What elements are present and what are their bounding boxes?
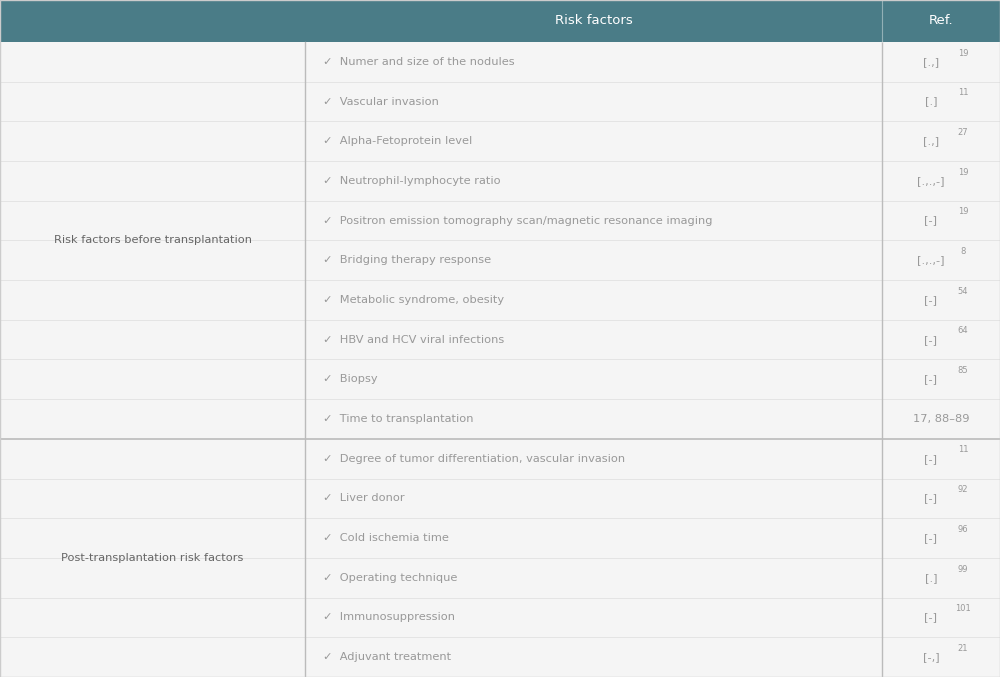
Text: [-]: [-] — [924, 454, 937, 464]
Bar — [305, 82, 882, 121]
Text: Risk factors before transplantation: Risk factors before transplantation — [54, 236, 252, 246]
Bar — [305, 558, 882, 598]
Bar — [0, 0, 1000, 42]
Bar — [882, 200, 1000, 240]
Bar — [305, 240, 882, 280]
Bar — [305, 519, 882, 558]
Text: 19: 19 — [958, 207, 968, 217]
Text: [-]: [-] — [924, 533, 937, 543]
Text: 101: 101 — [955, 605, 971, 613]
Bar — [882, 598, 1000, 637]
Text: ✓  Time to transplantation: ✓ Time to transplantation — [323, 414, 474, 424]
Text: ✓  Numer and size of the nodules: ✓ Numer and size of the nodules — [323, 57, 515, 67]
Text: 96: 96 — [958, 525, 968, 534]
Text: ✓  HBV and HCV viral infections: ✓ HBV and HCV viral infections — [323, 334, 504, 345]
Text: [-]: [-] — [924, 374, 937, 385]
Text: [-]: [-] — [924, 295, 937, 305]
Text: [-]: [-] — [924, 334, 937, 345]
Bar — [882, 161, 1000, 201]
Bar — [882, 399, 1000, 439]
Text: 11: 11 — [958, 445, 968, 454]
Bar — [882, 280, 1000, 320]
Text: ✓  Immunosuppression: ✓ Immunosuppression — [323, 613, 455, 622]
Bar — [882, 240, 1000, 280]
Text: ✓  Positron emission tomography scan/magnetic resonance imaging: ✓ Positron emission tomography scan/magn… — [323, 215, 712, 225]
Text: 8: 8 — [960, 247, 966, 256]
Bar — [882, 121, 1000, 161]
Text: [.,.,-]: [.,.,-] — [917, 176, 945, 186]
Text: 21: 21 — [958, 644, 968, 653]
Bar — [305, 121, 882, 161]
Bar — [305, 637, 882, 677]
Bar — [305, 399, 882, 439]
Bar — [305, 439, 882, 479]
Bar — [882, 519, 1000, 558]
Bar — [305, 42, 882, 82]
Bar — [305, 320, 882, 359]
Bar — [882, 320, 1000, 359]
Text: 54: 54 — [958, 287, 968, 296]
Text: 27: 27 — [958, 128, 968, 137]
Text: 85: 85 — [958, 366, 968, 375]
Text: [.]: [.] — [925, 97, 937, 106]
Text: [-]: [-] — [924, 613, 937, 622]
Text: [.]: [.] — [925, 573, 937, 583]
Text: 19: 19 — [958, 49, 968, 58]
Bar — [305, 359, 882, 399]
Bar — [882, 558, 1000, 598]
Text: ✓  Operating technique: ✓ Operating technique — [323, 573, 457, 583]
Text: ✓  Alpha-Fetoprotein level: ✓ Alpha-Fetoprotein level — [323, 136, 472, 146]
Bar — [0, 42, 305, 677]
Bar — [882, 359, 1000, 399]
Text: Ref.: Ref. — [929, 14, 953, 28]
Text: ✓  Cold ischemia time: ✓ Cold ischemia time — [323, 533, 449, 543]
Text: ✓  Metabolic syndrome, obesity: ✓ Metabolic syndrome, obesity — [323, 295, 504, 305]
Bar — [882, 439, 1000, 479]
Text: ✓  Neutrophil-lymphocyte ratio: ✓ Neutrophil-lymphocyte ratio — [323, 176, 501, 186]
Text: ✓  Vascular invasion: ✓ Vascular invasion — [323, 97, 439, 106]
Text: 64: 64 — [958, 326, 968, 335]
Text: 99: 99 — [958, 565, 968, 573]
Bar — [305, 280, 882, 320]
Text: 11: 11 — [958, 88, 968, 97]
Bar — [305, 479, 882, 519]
Text: ✓  Degree of tumor differentiation, vascular invasion: ✓ Degree of tumor differentiation, vascu… — [323, 454, 625, 464]
Text: [.,.,-]: [.,.,-] — [917, 255, 945, 265]
Text: 17, 88–89: 17, 88–89 — [913, 414, 969, 424]
Text: 92: 92 — [958, 485, 968, 494]
Text: [.,]: [.,] — [923, 136, 939, 146]
Text: ✓  Liver donor: ✓ Liver donor — [323, 494, 405, 504]
Text: [.,]: [.,] — [923, 57, 939, 67]
Bar — [305, 161, 882, 201]
Bar — [882, 479, 1000, 519]
Bar — [882, 42, 1000, 82]
Text: ✓  Bridging therapy response: ✓ Bridging therapy response — [323, 255, 491, 265]
Text: Risk factors: Risk factors — [555, 14, 632, 28]
Text: [-]: [-] — [924, 215, 937, 225]
Bar — [882, 82, 1000, 121]
Text: Post-transplantation risk factors: Post-transplantation risk factors — [61, 553, 244, 563]
Bar — [882, 637, 1000, 677]
Bar — [305, 598, 882, 637]
Text: [-]: [-] — [924, 494, 937, 504]
Bar — [305, 200, 882, 240]
Text: [-,]: [-,] — [923, 652, 939, 662]
Text: ✓  Adjuvant treatment: ✓ Adjuvant treatment — [323, 652, 451, 662]
Text: ✓  Biopsy: ✓ Biopsy — [323, 374, 378, 385]
Text: 19: 19 — [958, 168, 968, 177]
